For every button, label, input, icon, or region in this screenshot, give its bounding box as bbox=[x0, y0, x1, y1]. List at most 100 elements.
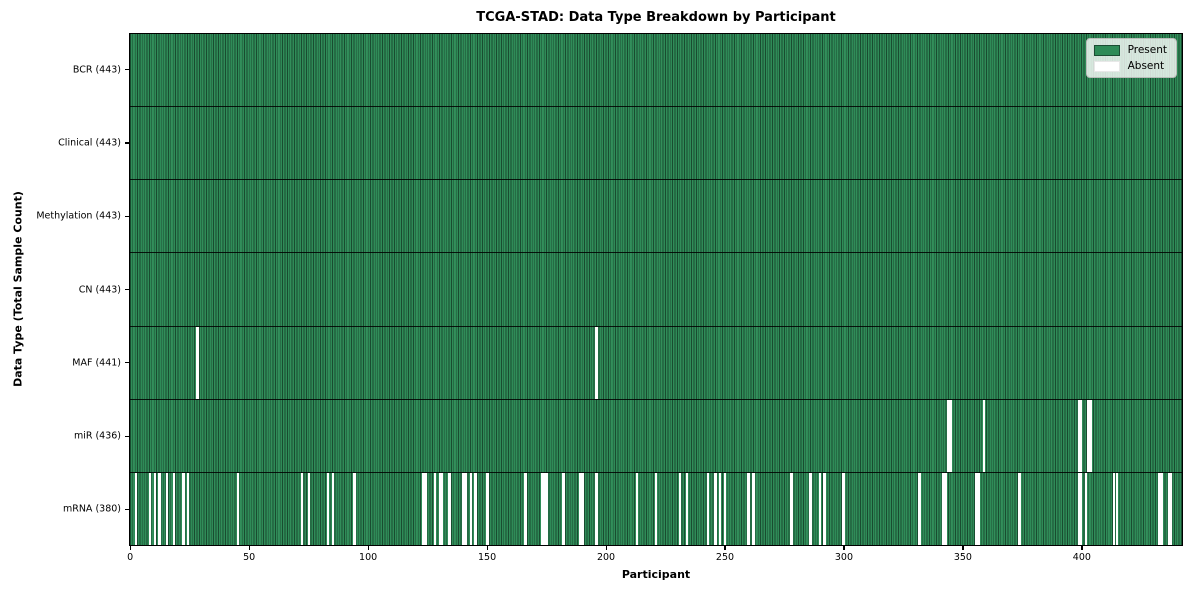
absent-stripe bbox=[540, 472, 544, 545]
absent-stripe bbox=[842, 472, 845, 545]
absent-stripe bbox=[1018, 472, 1021, 545]
absent-stripe bbox=[1170, 472, 1173, 545]
row-label-maf: MAF (441) bbox=[72, 357, 121, 369]
absent-stripe bbox=[918, 472, 921, 545]
heatmap-row-cn bbox=[130, 253, 1182, 327]
absent-stripe bbox=[977, 472, 981, 545]
x-tick-label: 50 bbox=[243, 552, 256, 563]
absent-stripe bbox=[186, 472, 190, 545]
heatmap-rows bbox=[130, 34, 1182, 545]
absent-stripe bbox=[1113, 472, 1116, 545]
heatmap-row-maf bbox=[130, 326, 1182, 400]
absent-stripe bbox=[172, 472, 176, 545]
y-tick-mark bbox=[125, 215, 129, 217]
absent-stripe bbox=[578, 472, 582, 545]
plot-area: Present Absent bbox=[129, 33, 1183, 546]
legend-item-absent: Absent bbox=[1093, 60, 1167, 72]
absent-stripe bbox=[1087, 399, 1090, 472]
absent-stripe bbox=[942, 472, 945, 545]
absent-stripe bbox=[433, 472, 437, 545]
absent-stripe bbox=[158, 472, 161, 545]
absent-stripe bbox=[949, 399, 952, 472]
absent-stripe bbox=[944, 472, 947, 545]
legend: Present Absent bbox=[1085, 38, 1177, 78]
x-axis-title: Participant bbox=[621, 568, 691, 581]
x-tick-label: 150 bbox=[477, 552, 497, 563]
absent-stripe bbox=[595, 472, 598, 545]
absent-stripe bbox=[685, 472, 689, 545]
y-tick-mark bbox=[125, 69, 129, 71]
heatmap-row-mrna bbox=[130, 472, 1182, 545]
absent-stripe bbox=[300, 472, 304, 545]
absent-stripe bbox=[1079, 399, 1083, 472]
absent-stripe bbox=[595, 326, 598, 399]
x-tick-mark bbox=[248, 546, 250, 550]
y-tick-mark bbox=[125, 362, 129, 364]
absent-stripe bbox=[441, 472, 444, 545]
heatmap-row-mir bbox=[130, 399, 1182, 473]
absent-stripe bbox=[1089, 399, 1092, 472]
absent-stripe bbox=[462, 472, 465, 545]
row-label-bcr: BCR (443) bbox=[72, 64, 121, 76]
absent-stripe bbox=[331, 472, 335, 545]
absent-stripe bbox=[327, 472, 330, 545]
absent-stripe bbox=[707, 472, 710, 545]
y-tick-mark bbox=[125, 142, 129, 144]
absent-stripe bbox=[752, 472, 755, 545]
y-tick-mark bbox=[125, 435, 129, 437]
legend-label-present: Present bbox=[1127, 44, 1167, 56]
row-label-mir: miR (436) bbox=[73, 430, 121, 442]
absent-stripe bbox=[635, 472, 639, 545]
x-tick-label: 250 bbox=[715, 552, 735, 563]
present-swatch bbox=[1093, 44, 1120, 56]
absent-stripe bbox=[581, 472, 584, 545]
absent-stripe bbox=[474, 472, 477, 545]
absent-stripe bbox=[545, 472, 548, 545]
absent-stripe bbox=[1079, 472, 1083, 545]
x-tick-label: 400 bbox=[1072, 552, 1091, 563]
absent-stripe bbox=[818, 472, 822, 545]
absent-stripe bbox=[975, 472, 978, 545]
absent-stripe bbox=[438, 472, 442, 545]
x-tick-mark bbox=[843, 546, 845, 550]
x-tick-label: 200 bbox=[596, 552, 616, 563]
absent-stripe bbox=[1158, 472, 1161, 545]
heatmap-row-bcr bbox=[130, 34, 1182, 108]
absent-stripe bbox=[1077, 472, 1080, 545]
absent-stripe bbox=[714, 472, 717, 545]
y-tick-mark bbox=[125, 289, 129, 291]
absent-swatch bbox=[1093, 60, 1120, 72]
absent-stripe bbox=[464, 472, 468, 545]
absent-stripe bbox=[153, 472, 157, 545]
absent-stripe bbox=[486, 472, 489, 545]
absent-stripe bbox=[723, 472, 727, 545]
absent-stripe bbox=[134, 472, 138, 545]
x-tick-mark bbox=[724, 546, 726, 550]
absent-stripe bbox=[448, 472, 451, 545]
absent-stripe bbox=[809, 472, 812, 545]
x-tick-mark bbox=[367, 546, 369, 550]
absent-stripe bbox=[543, 472, 546, 545]
heatmap-row-clinical bbox=[130, 107, 1182, 181]
x-tick-mark bbox=[1081, 546, 1083, 550]
row-label-cn: CN (443) bbox=[78, 284, 121, 295]
absent-stripe bbox=[823, 472, 826, 545]
absent-stripe bbox=[1084, 472, 1087, 545]
absent-stripe bbox=[562, 472, 565, 545]
absent-stripe bbox=[1077, 399, 1080, 472]
row-label-clinical: Clinical (443) bbox=[58, 137, 121, 149]
absent-stripe bbox=[678, 472, 681, 545]
x-tick-label: 350 bbox=[953, 552, 972, 563]
absent-stripe bbox=[353, 472, 356, 545]
absent-stripe bbox=[148, 472, 152, 545]
heatmap-row-methylation bbox=[130, 180, 1182, 254]
absent-stripe bbox=[236, 472, 240, 545]
legend-item-present: Present bbox=[1093, 44, 1167, 56]
absent-stripe bbox=[424, 472, 427, 545]
absent-stripe bbox=[196, 326, 199, 399]
x-tick-label: 300 bbox=[834, 552, 854, 563]
x-tick-mark bbox=[605, 546, 607, 550]
x-tick-mark bbox=[486, 546, 488, 550]
row-label-methylation: Methylation (443) bbox=[36, 210, 121, 222]
